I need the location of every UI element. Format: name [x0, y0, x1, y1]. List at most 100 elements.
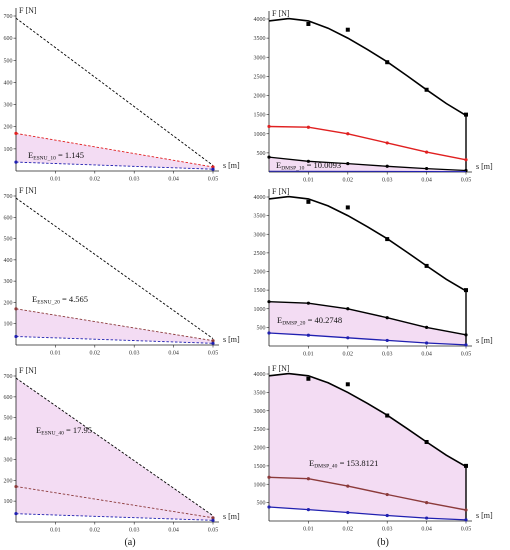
- annotation-main: E: [276, 160, 281, 170]
- x-tick-label: 0.03: [129, 528, 140, 534]
- y-tick-label: 1000: [254, 132, 266, 138]
- measured-point: [345, 27, 350, 32]
- series-point: [267, 505, 271, 509]
- series-point: [385, 513, 389, 518]
- y-axis-label: F [N]: [272, 187, 290, 196]
- annotation-subscript: ESNU_10: [33, 156, 56, 162]
- series-point: [306, 508, 310, 512]
- series-point: [306, 333, 310, 337]
- y-tick-label: 100: [4, 499, 13, 505]
- y-tick-label: 3500: [254, 214, 266, 220]
- x-tick-label: 0.04: [168, 177, 179, 183]
- series-line: [268, 506, 467, 521]
- y-axis-label: F [N]: [19, 186, 37, 195]
- annotation-subscript: ESNU_20: [37, 300, 60, 306]
- y-tick-label: 4000: [254, 195, 266, 201]
- annotation-main: E: [36, 425, 41, 435]
- y-tick-label: 400: [4, 258, 13, 264]
- series-line: [268, 17, 467, 117]
- x-tick-label: 0.04: [421, 352, 432, 358]
- series-point: [385, 141, 389, 145]
- measured-point: [306, 21, 311, 26]
- y-axis-label: F [N]: [272, 9, 290, 18]
- shaded-area: [269, 373, 466, 520]
- series-point: [267, 124, 271, 129]
- measured-point: [424, 263, 429, 268]
- y-tick-label: 500: [4, 58, 13, 64]
- series-point: [14, 512, 18, 516]
- series-point: [346, 484, 350, 488]
- y-tick-label: 1500: [254, 113, 266, 119]
- series-point: [346, 132, 350, 136]
- series-point: [464, 518, 468, 522]
- y-tick-label: 2500: [254, 427, 266, 433]
- series-line: [268, 125, 467, 161]
- series-point: [14, 160, 18, 164]
- annotation-subscript: ESNU_40: [41, 431, 64, 437]
- x-tick-label: 0.04: [168, 351, 179, 357]
- measured-point: [345, 205, 350, 210]
- y-tick-label: 300: [4, 457, 13, 463]
- x-tick-label: 0.03: [129, 351, 140, 357]
- series-point: [385, 316, 389, 320]
- y-tick-label: 600: [4, 36, 13, 42]
- series-line: [268, 301, 467, 336]
- y-tick-label: 1000: [254, 482, 266, 488]
- series-point: [306, 477, 310, 481]
- annotation-value: = 17.95: [64, 425, 92, 435]
- series-point: [306, 125, 310, 129]
- y-tick-label: 4000: [254, 372, 266, 378]
- annotation-subscript: DMSP_10: [281, 166, 304, 172]
- series-point: [385, 492, 389, 497]
- series-point: [346, 336, 350, 340]
- series-line: [15, 513, 214, 521]
- x-tick-label: 0.05: [461, 527, 472, 533]
- annotation-subscript: DMSP_40: [314, 464, 337, 470]
- series-line: [15, 336, 214, 344]
- series-point: [385, 338, 389, 343]
- series-point: [425, 341, 429, 345]
- annotation-value: = 40.2748: [305, 315, 342, 325]
- series-point: [14, 131, 18, 135]
- y-tick-label: 2000: [254, 94, 266, 100]
- measured-point: [385, 413, 390, 418]
- series-point: [14, 307, 18, 311]
- y-tick-label: 2500: [254, 74, 266, 80]
- x-tick-label: 0.01: [50, 177, 61, 183]
- chart-a1: 0.01 0.02 0.03 0.04 0.05 100 200 300 400 500 600 70…: [4, 6, 241, 183]
- series-point: [425, 325, 429, 329]
- series-point: [346, 510, 350, 515]
- series-line: [15, 486, 214, 519]
- y-tick-label: 3500: [254, 390, 266, 396]
- measured-point: [306, 376, 311, 381]
- series-line: [15, 377, 214, 517]
- y-tick-label: 4000: [254, 17, 266, 23]
- series-point: [211, 516, 215, 520]
- series-point: [464, 508, 468, 512]
- series-line: [268, 195, 467, 292]
- y-tick-label: 200: [4, 478, 13, 484]
- x-tick-label: 0.03: [382, 352, 393, 358]
- measured-point: [385, 60, 390, 65]
- annotation-subscript: DMSP_20: [282, 321, 305, 327]
- charts: 0.01 0.02 0.03 0.04 0.05 100 200 300 400 500 600 70…: [4, 6, 494, 534]
- series-point: [211, 518, 215, 522]
- series-line: [268, 476, 467, 511]
- y-tick-label: 700: [4, 14, 13, 20]
- y-tick-label: 600: [4, 395, 13, 401]
- series-point: [346, 161, 350, 166]
- x-tick-label: 0.04: [421, 527, 432, 533]
- measured-point: [464, 288, 468, 293]
- annotation-value: = 153.8121: [337, 458, 378, 468]
- shaded-area: [16, 308, 213, 344]
- y-tick-label: 500: [257, 151, 266, 157]
- series-line: [268, 332, 467, 346]
- annotation-main: E: [28, 150, 33, 160]
- y-tick-label: 100: [4, 322, 13, 328]
- series-point: [211, 167, 215, 171]
- x-axis-label: s [m]: [476, 162, 493, 171]
- series-point: [464, 158, 468, 162]
- y-tick-label: 400: [4, 80, 13, 86]
- x-tick-label: 0.01: [303, 352, 314, 358]
- series-point: [267, 331, 271, 335]
